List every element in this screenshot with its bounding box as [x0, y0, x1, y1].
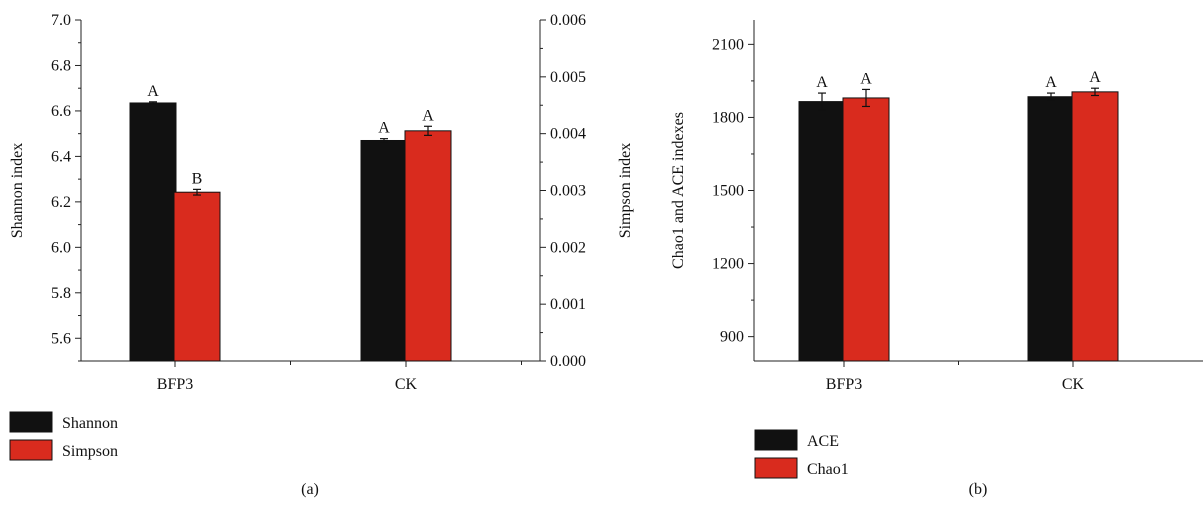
panel-b-bar-ace — [798, 101, 846, 362]
panel-a-right-tick-label: 0.005 — [550, 69, 586, 86]
panel-a-right-tick-label: 0.004 — [550, 126, 586, 143]
panel-b-left-tick-label: 2100 — [712, 36, 744, 53]
panel-b-significance-label: A — [816, 74, 828, 91]
panel-a-x-tick-label: BFP3 — [157, 376, 193, 393]
panel-a-left-tick-label: 6.8 — [51, 57, 71, 74]
panel-b-panel-label: (b) — [969, 481, 988, 498]
panel-b-legend-swatch-chao1 — [754, 457, 798, 479]
panel-a-right-tick-label: 0.003 — [550, 183, 586, 200]
panel-a-left-tick-label: 5.6 — [51, 330, 71, 347]
panel-a-right-tick-label: 0.001 — [550, 296, 586, 313]
panel-b-x-tick-label: BFP3 — [826, 376, 862, 393]
panel-b-significance-label: A — [1045, 74, 1057, 91]
panel-b-legend-swatch-ace — [754, 429, 798, 451]
panel-b-significance-label: A — [1089, 69, 1101, 86]
panel-a-x-tick-label: CK — [395, 376, 418, 393]
panel-a-left-tick-label: 6.2 — [51, 194, 71, 211]
panel-b-left-tick-label: 900 — [720, 329, 744, 346]
panel-a-left-tick-label: 6.0 — [51, 239, 71, 256]
panel-a-significance-label: A — [147, 83, 159, 100]
panel-a-right-tick-label: 0.006 — [550, 12, 586, 29]
panel-b-bar-chao1 — [842, 97, 890, 362]
panel-b-legend-label-ace: ACE — [807, 433, 839, 450]
panel-a-left-tick-label: 7.0 — [51, 12, 71, 29]
panel-b-left-axis-label: Chao1 and ACE indexes — [670, 112, 687, 269]
panel-b-significance-label: A — [860, 70, 872, 87]
panel-a-panel-label: (a) — [301, 481, 319, 498]
panel-a-left-tick-label: 6.6 — [51, 103, 71, 120]
panel-a-significance-label: A — [378, 120, 390, 137]
panel-a-bar-shannon — [129, 102, 177, 362]
panel-b-x-tick-label: CK — [1062, 376, 1085, 393]
panel-b-bar-ace — [1027, 96, 1075, 362]
panel-a-left-tick-label: 5.8 — [51, 285, 71, 302]
panel-a-left-axis-label: Shannon index — [9, 143, 26, 239]
panel-a-left-tick-label: 6.4 — [51, 148, 71, 165]
panel-a-legend-swatch-shannon — [9, 411, 53, 433]
panel-a-significance-label: B — [192, 170, 203, 187]
panel-b-bar-chao1 — [1071, 91, 1119, 362]
panel-b-left-tick-label: 1500 — [712, 183, 744, 200]
panel-b-legend-label-chao1: Chao1 — [807, 461, 849, 478]
panel-a-bar-simpson — [404, 130, 452, 362]
panel-a-bar-simpson — [173, 191, 221, 362]
panel-a-right-axis-label: Simpson index — [617, 143, 634, 239]
panel-a-right-tick-label: 0.002 — [550, 239, 586, 256]
panel-a-legend-label-simpson: Simpson — [62, 443, 118, 460]
panel-a-significance-label: A — [422, 107, 434, 124]
panel-a-legend-label-shannon: Shannon — [62, 415, 118, 432]
panel-a-right-tick-label: 0.000 — [550, 353, 586, 370]
panel-a-bar-shannon — [360, 139, 408, 362]
panel-b-left-tick-label: 1800 — [712, 109, 744, 126]
panel-b-left-tick-label: 1200 — [712, 256, 744, 273]
panel-a-legend-swatch-simpson — [9, 439, 53, 461]
